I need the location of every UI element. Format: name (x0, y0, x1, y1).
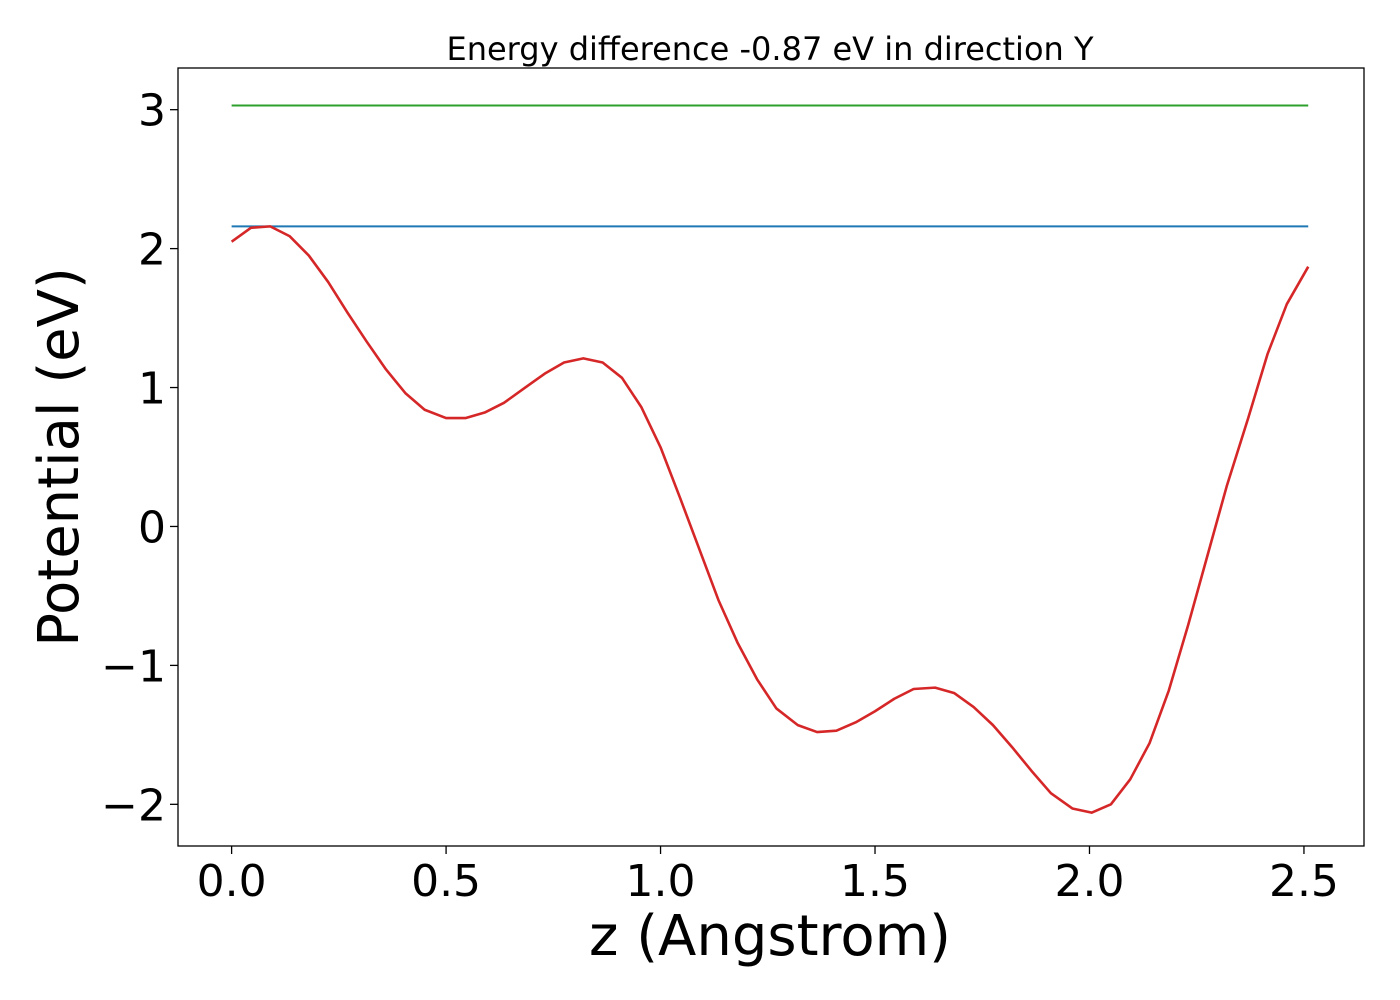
x-tick-label: 2.5 (1269, 856, 1339, 907)
y-tick-label: 0 (138, 502, 166, 553)
y-tick-label: −1 (101, 641, 166, 692)
y-tick-label: 1 (138, 364, 166, 415)
x-axis-ticks: 0.0 0.5 1.0 1.5 2.0 2.5 (197, 846, 1339, 907)
x-tick-label: 1.5 (840, 856, 910, 907)
y-tick-label: 2 (138, 225, 166, 276)
x-axis-label: z (Angstrom) (589, 904, 951, 969)
plot-frame (177, 67, 1365, 847)
y-tick-label: 3 (138, 86, 166, 137)
series-layer (230, 104, 1310, 814)
x-tick-label: 0.5 (411, 856, 481, 907)
x-tick-label: 2.0 (1054, 856, 1124, 907)
potential-curve (230, 225, 1310, 814)
x-tick-label: 0.0 (197, 856, 267, 907)
y-axis-label: Potential (eV) (27, 267, 92, 647)
chart-title: Energy difference -0.87 eV in direction … (446, 30, 1093, 68)
y-axis-ticks: −2 −1 0 1 2 3 (101, 86, 178, 831)
x-tick-label: 1.0 (626, 856, 696, 907)
y-tick-label: −2 (101, 780, 166, 831)
